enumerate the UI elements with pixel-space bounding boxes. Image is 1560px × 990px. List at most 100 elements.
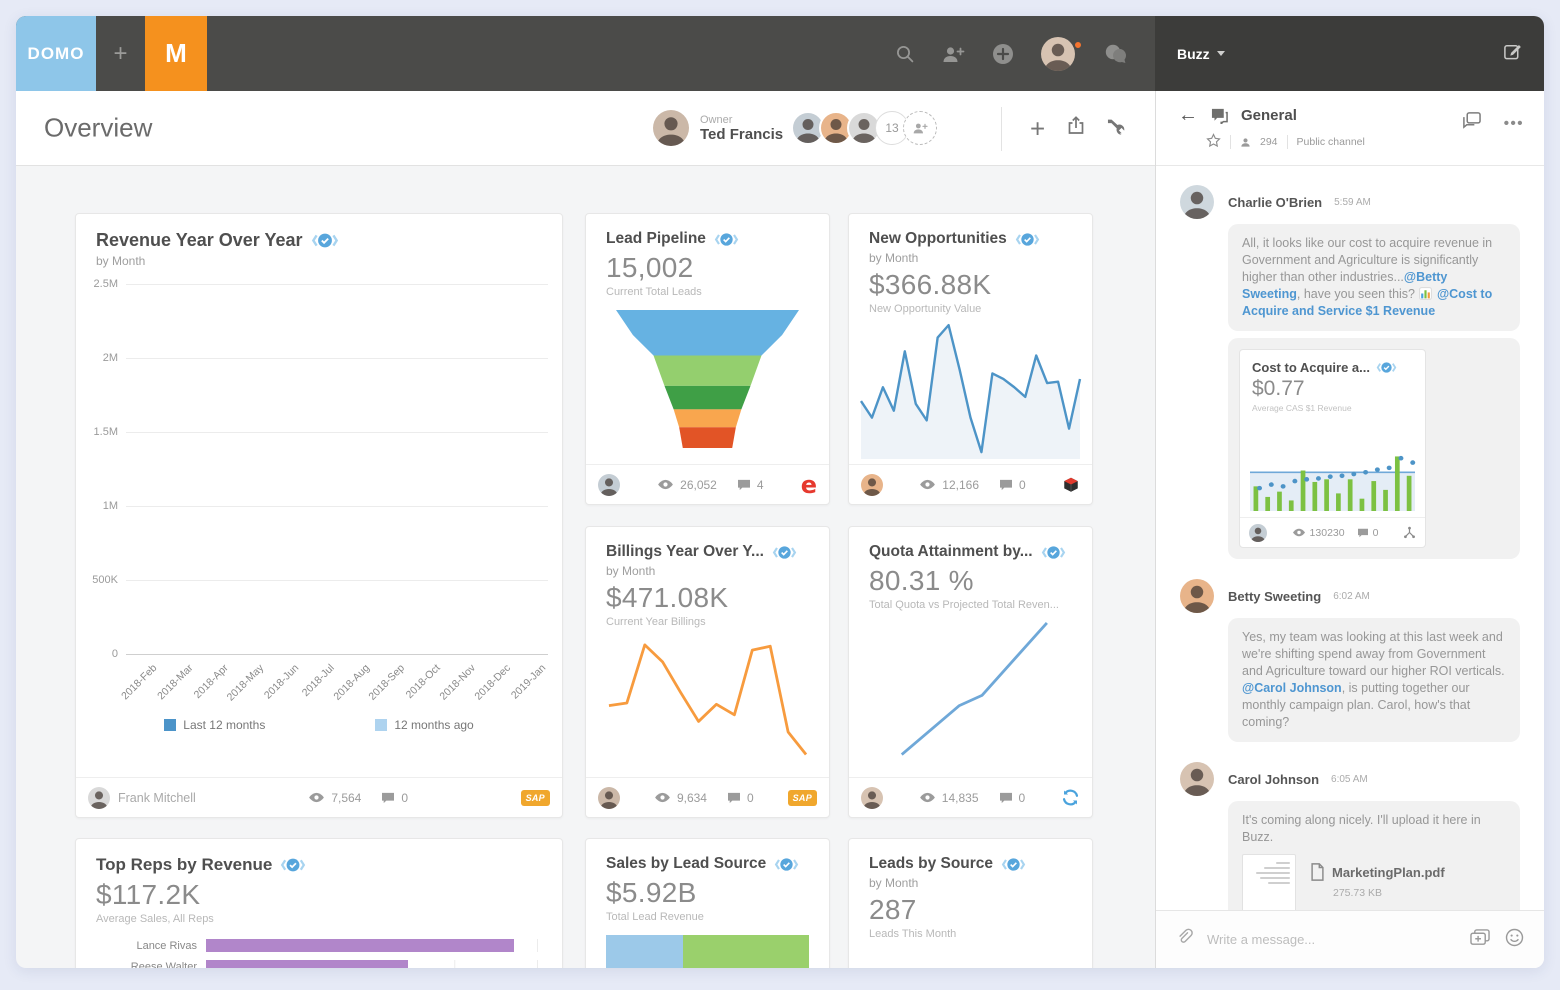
- combo-chart[interactable]: [600, 633, 815, 765]
- views-icon: [655, 792, 670, 803]
- more-options-icon[interactable]: •••: [1503, 114, 1524, 132]
- star-icon[interactable]: [1206, 133, 1221, 151]
- card-new-opportunities[interactable]: New Opportunities by Month $366.88K New …: [848, 213, 1093, 505]
- user-avatar[interactable]: [1041, 36, 1075, 71]
- conversations-icon[interactable]: [1461, 111, 1482, 135]
- comments-count: 0: [1372, 526, 1379, 539]
- comments-icon: [737, 479, 750, 490]
- card-lead-pipeline[interactable]: Lead Pipeline 15,002 Current Total Leads…: [585, 213, 830, 505]
- person-add-icon[interactable]: [941, 44, 965, 64]
- line-chart[interactable]: [861, 321, 1080, 459]
- attach-file-icon[interactable]: [1176, 928, 1193, 952]
- comments-count: 0: [1019, 477, 1026, 492]
- mention-link[interactable]: @Cost to Acquire and Service $1 Revenue: [1242, 287, 1493, 318]
- card-title: Cost to Acquire a...: [1252, 360, 1370, 375]
- comments-count: 4: [756, 477, 764, 492]
- views-count: 14,835: [941, 790, 979, 805]
- certified-badge-icon: [1015, 232, 1039, 246]
- add-collaborator-button[interactable]: [903, 111, 937, 145]
- card-owner-avatar[interactable]: [598, 473, 620, 496]
- compose-icon[interactable]: [1503, 42, 1522, 66]
- owner-name: Ted Francis: [700, 125, 784, 143]
- certified-badge-icon: [1041, 545, 1065, 559]
- card-leads-by-source[interactable]: Leads by Source by Month 287 Leads This …: [848, 838, 1093, 968]
- message-bubble: Yes, my team was looking at this last we…: [1228, 618, 1520, 742]
- quota-chart[interactable]: [875, 614, 1066, 762]
- card-value: $0.77: [1252, 377, 1305, 400]
- card-quota-attainment[interactable]: Quota Attainment by... 80.31 % Total Quo…: [848, 526, 1093, 818]
- card-footer: 9,634 0 SAP: [586, 777, 829, 817]
- source-logo-sync: [1062, 789, 1079, 806]
- attach-card-icon[interactable]: [1469, 928, 1491, 952]
- mini-combo-chart: [1250, 423, 1416, 511]
- hbar-chart[interactable]: Lance Rivas Reese Walter: [76, 939, 538, 968]
- mini-bar-chart[interactable]: [867, 948, 1074, 968]
- card-value: $471.08K: [606, 582, 729, 613]
- domo-logo[interactable]: DOMO: [16, 16, 96, 91]
- channel-name[interactable]: General: [1241, 106, 1297, 124]
- card-top-reps-by-revenue[interactable]: Top Reps by Revenue $117.2K Average Sale…: [75, 838, 563, 968]
- treemap-chart[interactable]: Seminar: [606, 935, 809, 968]
- owner-cluster: Owner Ted Francis: [653, 110, 783, 146]
- page-header: Overview Owner Ted Francis 13: [16, 91, 1155, 166]
- message-bubble: It's coming along nicely. I'll upload it…: [1228, 801, 1520, 910]
- views-icon: [309, 792, 325, 803]
- navbar-buzz-section: Buzz: [1155, 16, 1544, 91]
- wrench-icon[interactable]: [1107, 115, 1128, 141]
- file-attachment[interactable]: MarketingPlan.pdf 275.73 KB: [1242, 854, 1506, 910]
- certified-badge-icon: [281, 858, 306, 872]
- buzz-menu[interactable]: Buzz: [1177, 46, 1225, 62]
- collaborators: 13: [791, 111, 937, 145]
- mention-link[interactable]: @Betty Sweeting: [1242, 270, 1448, 301]
- sender-avatar[interactable]: [1180, 579, 1214, 613]
- card-title: Revenue Year Over Year: [96, 230, 303, 250]
- sender-avatar[interactable]: [1180, 762, 1214, 796]
- plus-circle-icon[interactable]: [991, 42, 1015, 66]
- card-owner-avatar[interactable]: [861, 473, 883, 496]
- card-title: Quota Attainment by...: [869, 543, 1033, 560]
- card-sales-by-lead-source[interactable]: Sales by Lead Source $5.92B Total Lead R…: [585, 838, 830, 968]
- collaborator-overflow-count[interactable]: 13: [875, 111, 909, 145]
- share-branch-icon[interactable]: [1403, 526, 1416, 539]
- card-footer: 14,835 0: [849, 777, 1092, 817]
- revenue-bar-chart[interactable]: 2.5M 2M 1.5M 1M 500K 0 2018-Feb 2018-Mar 2018-Ap…: [92, 278, 549, 732]
- owner-avatar[interactable]: [653, 110, 689, 146]
- comments-icon: [1000, 479, 1012, 490]
- mention-link[interactable]: @Carol Johnson: [1242, 681, 1342, 695]
- card-owner-avatar[interactable]: [88, 786, 110, 809]
- card-footer: 26,052 4 e: [586, 464, 829, 504]
- chat-message: Betty Sweeting 6:02 AM Yes, my team was …: [1180, 579, 1520, 742]
- card-title: Sales by Lead Source: [606, 855, 767, 872]
- chat-message: Carol Johnson 6:05 AM It's coming along …: [1180, 762, 1520, 910]
- card-value-label: Total Quota vs Projected Total Reven...: [869, 599, 1059, 611]
- dashboard: Revenue Year Over Year by Month 2.5M 2M 1.…: [16, 166, 1155, 968]
- attachment-name[interactable]: MarketingPlan.pdf: [1332, 864, 1445, 880]
- embedded-card-cost-to-acquire[interactable]: Cost to Acquire a... $0.77 Average CAS $…: [1239, 349, 1426, 548]
- share-icon[interactable]: [1065, 115, 1087, 142]
- comments-icon: [1357, 528, 1368, 537]
- main-area: Overview Owner Ted Francis 13: [16, 91, 1155, 968]
- add-card-button[interactable]: +: [1030, 113, 1046, 143]
- sender-avatar[interactable]: [1180, 185, 1214, 219]
- funnel-chart[interactable]: [616, 310, 799, 448]
- new-tab-button[interactable]: +: [113, 39, 128, 67]
- back-icon[interactable]: ←: [1178, 104, 1198, 126]
- channel-type: Public channel: [1296, 136, 1365, 148]
- views-count: 26,052: [680, 477, 717, 492]
- app-window: DOMO + M Buzz: [16, 16, 1544, 968]
- card-billings-year-over-year[interactable]: Billings Year Over Y... by Month $471.08…: [585, 526, 830, 818]
- card-footer: 12,166 0: [849, 464, 1092, 504]
- card-title: Billings Year Over Y...: [606, 543, 764, 560]
- message-time: 6:02 AM: [1333, 590, 1370, 602]
- page-tab-m[interactable]: M: [145, 16, 207, 91]
- message-input[interactable]: [1207, 932, 1455, 947]
- card-owner-avatar[interactable]: [598, 786, 620, 809]
- certified-badge-icon: [311, 233, 338, 248]
- card-owner-avatar[interactable]: [861, 786, 883, 809]
- support-icon[interactable]: [1103, 43, 1129, 65]
- emoji-icon[interactable]: [1505, 928, 1524, 952]
- views-count: 12,166: [942, 477, 979, 492]
- search-icon[interactable]: [895, 44, 915, 64]
- sap-source-badge: SAP: [787, 789, 817, 806]
- card-revenue-year-over-year[interactable]: Revenue Year Over Year by Month 2.5M 2M 1.…: [75, 213, 563, 818]
